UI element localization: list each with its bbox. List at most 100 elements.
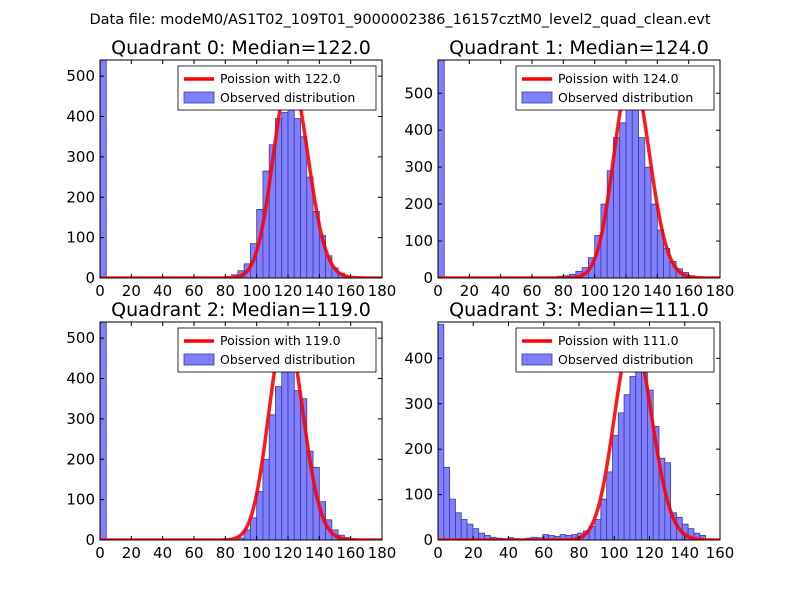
x-tick-label: 20 [464,544,483,562]
x-tick-label: 160 [336,282,365,300]
histogram-bar [249,517,258,540]
x-tick-label: 20 [122,544,141,562]
y-tick-label: 100 [66,491,95,509]
histogram-bar [638,137,646,278]
x-tick-label: 40 [153,544,172,562]
y-tick-label: 100 [404,232,433,250]
x-tick-label: 100 [242,282,271,300]
histogram-bar [100,322,107,540]
x-tick-label: 160 [706,544,735,562]
legend: Poission with 124.0 Observed distribution [515,65,715,111]
y-tick-label: 0 [85,269,95,287]
y-tick-label: 400 [66,370,95,388]
x-tick-label: 60 [522,282,541,300]
y-tick-label: 500 [66,67,95,85]
x-tick-label: 100 [242,544,271,562]
y-tick-label: 300 [66,148,95,166]
x-tick-label: 100 [580,282,609,300]
histogram-bar [623,394,631,540]
x-tick-label: 140 [670,544,699,562]
x-tick-label: 20 [460,282,479,300]
x-tick-label: 160 [674,282,703,300]
legend: Poission with 111.0 Observed distribution [515,327,715,373]
histogram-bar [629,376,637,540]
y-tick-label: 100 [404,486,433,504]
y-tick-label: 100 [66,229,95,247]
y-tick-label: 400 [404,349,433,367]
x-tick-label: 40 [499,544,518,562]
legend-bar-swatch [183,91,215,104]
plot-area [438,60,720,278]
y-tick-label: 400 [404,121,433,139]
panel-quadrant-0: 0 20 40 60 80 100 120 140 160 1800100200300400500… [66,37,396,300]
legend: Poission with 119.0 Observed distribution [177,327,377,373]
histogram-bar [268,414,276,540]
y-tick-label: 200 [404,440,433,458]
y-tick-label: 200 [404,195,433,213]
y-tick-label: 500 [404,84,433,102]
legend-bar-swatch [183,353,215,366]
legend-bar-swatch [521,353,553,366]
y-tick-label: 300 [404,158,433,176]
panel-quadrant-3: 0 20 40 60 80 100 120 140 160 0 100 200 300 400 Quadra… [404,299,734,562]
x-tick-label: 40 [153,282,172,300]
y-tick-label: 500 [66,329,95,347]
y-tick-label: 200 [66,450,95,468]
legend-label: Observed distribution [558,352,693,367]
histogram-bar [619,122,627,278]
panel-title: Quadrant 0: Median=122.0 [111,37,371,59]
plot-area [100,322,382,540]
legend-label: Observed distribution [220,352,355,367]
histogram-bar [612,435,619,540]
x-tick-label: 180 [368,282,397,300]
x-tick-label: 80 [554,282,573,300]
histogram-bar [650,203,658,278]
y-tick-label: 400 [66,108,95,126]
histogram-bar [256,491,264,540]
histogram-bar [275,386,283,540]
histogram-bar [466,523,474,540]
poisson-fit-line [100,328,382,540]
legend-label: Poission with 119.0 [220,333,341,348]
x-tick-label: 0 [95,544,105,562]
histogram-bar [287,95,295,278]
histogram-bar [460,519,468,540]
histogram-bar [600,498,608,540]
histogram-bar [438,60,445,278]
x-tick-label: 100 [600,544,629,562]
legend-label: Observed distribution [220,90,355,105]
y-tick-label: 0 [85,531,95,549]
x-tick-label: 180 [368,544,397,562]
plot-area [100,60,382,278]
x-tick-label: 40 [491,282,510,300]
x-tick-label: 0 [433,282,443,300]
x-tick-label: 120 [274,282,303,300]
histogram-bar [443,466,451,540]
poisson-fit-line [100,74,382,278]
x-tick-label: 80 [216,544,235,562]
x-tick-label: 80 [216,282,235,300]
x-tick-label: 60 [534,544,553,562]
y-tick-label: 200 [66,188,95,206]
y-tick-label: 300 [404,395,433,413]
histogram-bar [594,519,602,540]
x-tick-label: 160 [336,544,365,562]
legend-label: Poission with 111.0 [558,333,679,348]
panel-title: Quadrant 2: Median=119.0 [111,299,371,321]
x-tick-label: 120 [635,544,664,562]
legend-label: Poission with 124.0 [558,71,679,86]
y-tick-label: 300 [66,410,95,428]
histogram-bar [293,390,301,540]
histogram-bar [631,96,639,278]
histogram-bar [438,323,445,540]
histogram-bar [644,166,652,278]
poisson-fit-line [438,69,720,278]
legend-label: Observed distribution [558,90,693,105]
legend: Poission with 122.0 Observed distribution [177,65,377,111]
histogram-bar [300,136,308,278]
x-tick-label: 180 [706,282,735,300]
legend-bar-swatch [521,91,553,104]
axes-frame [99,59,383,279]
x-tick-label: 140 [643,282,672,300]
